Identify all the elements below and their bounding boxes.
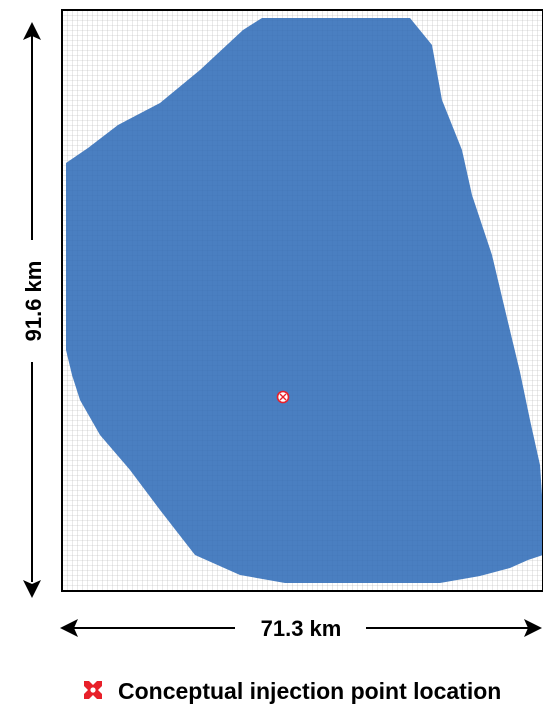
model-frame (61, 9, 543, 592)
legend: Conceptual injection point location (84, 678, 501, 704)
height-label: 91.6 km (21, 261, 46, 342)
arrow-right-icon (524, 619, 542, 637)
injection-point-icon (84, 681, 102, 699)
height-dimension: 91.6 km (21, 22, 46, 598)
legend-label: Conceptual injection point location (118, 678, 501, 704)
plume-area (66, 18, 543, 583)
width-label: 71.3 km (261, 616, 342, 641)
injection-point-marker (276, 390, 290, 404)
arrow-left-icon (60, 619, 78, 637)
arrow-up-icon (23, 22, 41, 40)
width-dimension: 71.3 km (60, 616, 542, 641)
arrow-down-icon (23, 580, 41, 598)
